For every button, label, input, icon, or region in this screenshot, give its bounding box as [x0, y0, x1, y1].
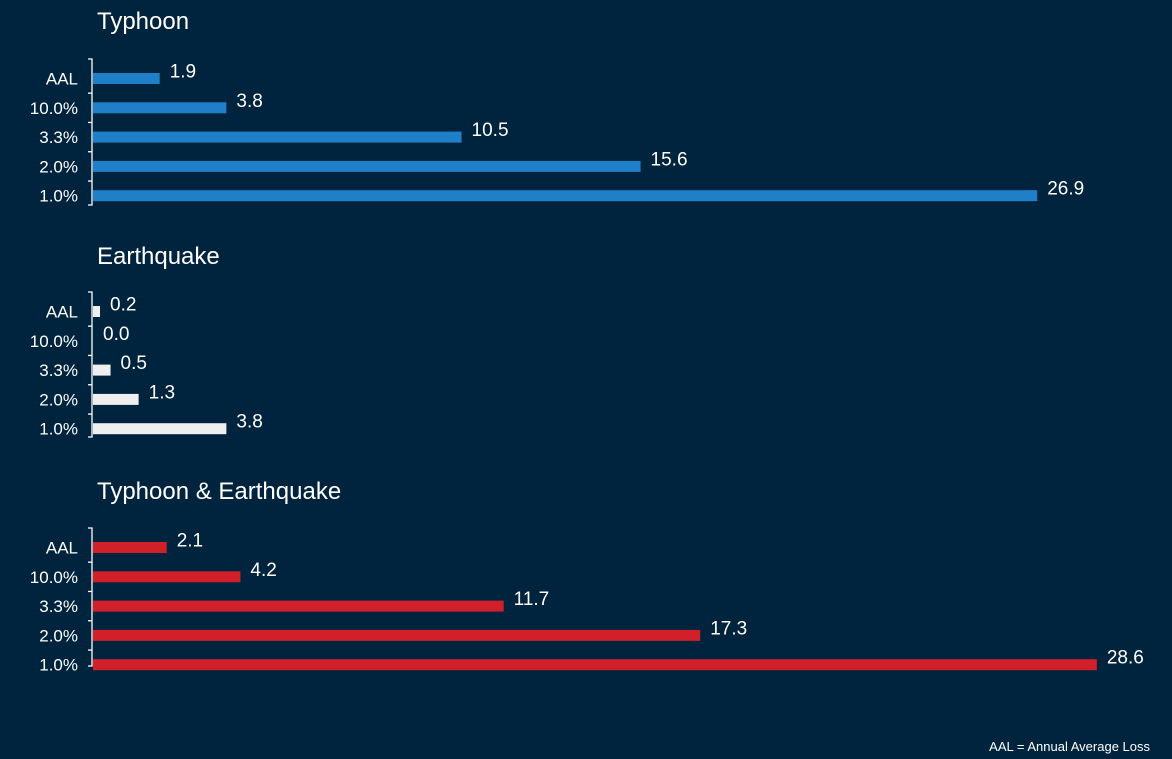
- data-label: 4.2: [250, 560, 276, 581]
- bar: [93, 102, 227, 114]
- bar: [93, 659, 1097, 671]
- bar: [93, 571, 241, 583]
- category-label: 1.0%: [39, 187, 78, 206]
- data-label: 3.8: [236, 91, 262, 112]
- bar: [93, 73, 160, 84]
- chart-title: Earthquake: [97, 243, 220, 270]
- category-label: 3.3%: [39, 361, 78, 380]
- category-label: 10.0%: [30, 332, 78, 351]
- data-label: 10.5: [472, 120, 509, 141]
- data-label: 3.8: [236, 412, 262, 433]
- category-label: 2.0%: [39, 157, 78, 176]
- data-label: 2.1: [177, 531, 203, 552]
- data-label: 0.5: [121, 353, 147, 374]
- data-label: 15.6: [651, 149, 688, 170]
- axis-line: [88, 58, 93, 206]
- data-label: 11.7: [514, 589, 550, 610]
- category-label: 3.3%: [39, 597, 78, 616]
- category-label: AAL: [46, 70, 78, 89]
- category-label: 2.0%: [39, 626, 78, 645]
- category-label: 3.3%: [39, 128, 78, 147]
- data-label: 28.6: [1107, 648, 1144, 669]
- bar: [93, 306, 101, 317]
- bar: [93, 393, 139, 405]
- data-label: 0.2: [110, 295, 136, 316]
- axis-line: [88, 291, 93, 438]
- chart-title: Typhoon & Earthquake: [97, 478, 341, 505]
- footnote: AAL = Annual Average Loss: [989, 739, 1150, 754]
- bar: [93, 131, 462, 143]
- data-label: 1.3: [149, 382, 175, 403]
- category-label: 10.0%: [30, 99, 78, 118]
- bar: [93, 423, 227, 435]
- bar: [93, 600, 504, 612]
- data-label: 17.3: [710, 618, 747, 639]
- category-label: 2.0%: [39, 390, 78, 409]
- bar: [93, 629, 701, 641]
- chart-title: Typhoon: [97, 8, 189, 35]
- category-label: AAL: [46, 303, 78, 322]
- bar: [93, 160, 641, 172]
- axis-line: [88, 527, 93, 667]
- category-label: 1.0%: [39, 656, 78, 675]
- data-label: 1.9: [170, 62, 196, 83]
- data-label: 0.0: [103, 324, 129, 345]
- bar: [93, 542, 167, 553]
- category-label: 1.0%: [39, 420, 78, 439]
- bar: [93, 190, 1038, 202]
- category-label: AAL: [46, 539, 78, 558]
- bar: [93, 364, 111, 376]
- category-label: 10.0%: [30, 568, 78, 587]
- data-label: 26.9: [1047, 179, 1084, 200]
